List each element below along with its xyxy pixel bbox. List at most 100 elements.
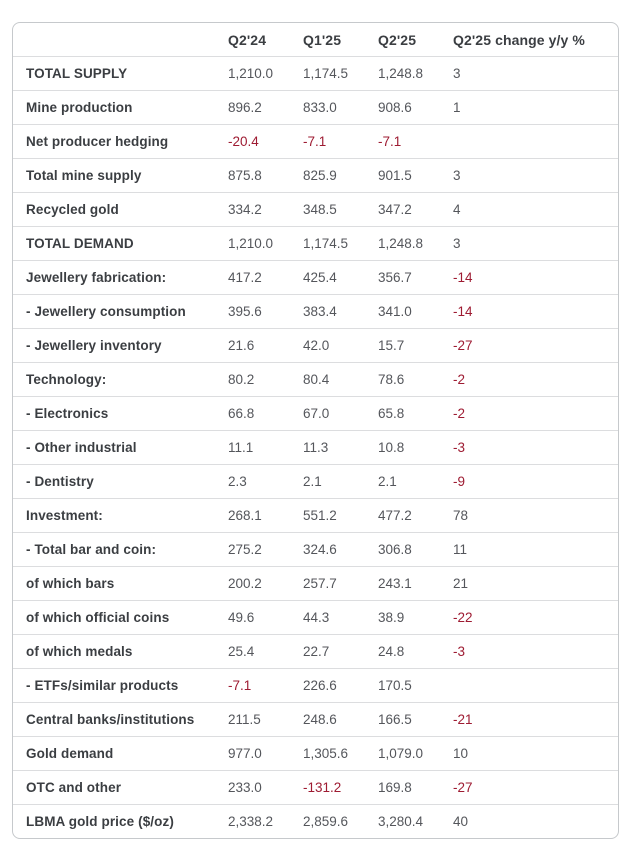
value-q224: 200.2 bbox=[228, 566, 303, 601]
value-q125: 1,174.5 bbox=[303, 226, 378, 261]
table-row: - Dentistry 2.3 2.1 2.1 -9 bbox=[13, 464, 618, 499]
row-label: Net producer hedging bbox=[13, 124, 228, 159]
table-row: Recycled gold 334.2 348.5 347.2 4 bbox=[13, 192, 618, 227]
row-label: of which official coins bbox=[13, 600, 228, 635]
value-q224: 25.4 bbox=[228, 634, 303, 669]
value-q224: 80.2 bbox=[228, 362, 303, 397]
value-q224: 395.6 bbox=[228, 294, 303, 329]
table-header: Q2'24 Q1'25 Q2'25 Q2'25 change y/y % bbox=[13, 23, 618, 57]
row-label: - Other industrial bbox=[13, 430, 228, 465]
value-change: -27 bbox=[453, 770, 618, 805]
row-label: Gold demand bbox=[13, 736, 228, 771]
value-change: 1 bbox=[453, 90, 618, 125]
value-q125: 226.6 bbox=[303, 668, 378, 703]
row-label: OTC and other bbox=[13, 770, 228, 805]
table-row: Investment: 268.1 551.2 477.2 78 bbox=[13, 498, 618, 533]
value-q225: 65.8 bbox=[378, 396, 453, 431]
value-q225: 169.8 bbox=[378, 770, 453, 805]
value-q224: -20.4 bbox=[228, 124, 303, 159]
table-row: - Other industrial 11.1 11.3 10.8 -3 bbox=[13, 430, 618, 465]
value-q125: 833.0 bbox=[303, 90, 378, 125]
value-q225: 477.2 bbox=[378, 498, 453, 533]
value-change: -3 bbox=[453, 430, 618, 465]
row-label: Mine production bbox=[13, 90, 228, 125]
value-q125: 1,305.6 bbox=[303, 736, 378, 771]
value-q224: 66.8 bbox=[228, 396, 303, 431]
header-cell-change: Q2'25 change y/y % bbox=[453, 31, 585, 48]
row-label: - ETFs/similar products bbox=[13, 668, 228, 703]
row-label: TOTAL SUPPLY bbox=[13, 56, 228, 91]
value-q125: 80.4 bbox=[303, 362, 378, 397]
value-change: 3 bbox=[453, 158, 618, 193]
value-change: -14 bbox=[453, 294, 618, 329]
header-row: Q2'24 Q1'25 Q2'25 Q2'25 change y/y % bbox=[13, 23, 618, 57]
value-q224: 417.2 bbox=[228, 260, 303, 295]
value-q224: 268.1 bbox=[228, 498, 303, 533]
value-q224: 896.2 bbox=[228, 90, 303, 125]
value-q225: 78.6 bbox=[378, 362, 453, 397]
row-label: - Jewellery consumption bbox=[13, 294, 228, 329]
value-change: 3 bbox=[453, 226, 618, 261]
value-change: -2 bbox=[453, 362, 618, 397]
value-q224: 334.2 bbox=[228, 192, 303, 227]
value-q225: 170.5 bbox=[378, 668, 453, 703]
value-change: 40 bbox=[453, 804, 618, 838]
value-change: 21 bbox=[453, 566, 618, 601]
table-row: Jewellery fabrication: 417.2 425.4 356.7 -14 bbox=[13, 260, 618, 295]
value-q125: 42.0 bbox=[303, 328, 378, 363]
row-label: - Dentistry bbox=[13, 464, 228, 499]
value-q224: 211.5 bbox=[228, 702, 303, 737]
value-q224: 11.1 bbox=[228, 430, 303, 465]
table-body: TOTAL SUPPLY 1,210.0 1,174.5 1,248.8 3 Mine p… bbox=[13, 56, 618, 838]
value-q125: 383.4 bbox=[303, 294, 378, 329]
value-q125: 22.7 bbox=[303, 634, 378, 669]
value-q125: 348.5 bbox=[303, 192, 378, 227]
table-row: of which medals 25.4 22.7 24.8 -3 bbox=[13, 634, 618, 669]
value-q225: 901.5 bbox=[378, 158, 453, 193]
row-label: Jewellery fabrication: bbox=[13, 260, 228, 295]
value-q224: 1,210.0 bbox=[228, 56, 303, 91]
table-row: Central banks/institutions 211.5 248.6 166.… bbox=[13, 702, 618, 737]
value-q125: -7.1 bbox=[303, 124, 378, 159]
value-q225: 908.6 bbox=[378, 90, 453, 125]
value-q125: 551.2 bbox=[303, 498, 378, 533]
value-change: -9 bbox=[453, 464, 618, 499]
table-row: Total mine supply 875.8 825.9 901.5 3 bbox=[13, 158, 618, 193]
row-label: of which medals bbox=[13, 634, 228, 669]
row-label: Investment: bbox=[13, 498, 228, 533]
value-change: -21 bbox=[453, 702, 618, 737]
value-q225: 1,248.8 bbox=[378, 226, 453, 261]
gold-supply-demand-table: Q2'24 Q1'25 Q2'25 Q2'25 change y/y % TOT… bbox=[13, 23, 618, 838]
value-q224: 2,338.2 bbox=[228, 804, 303, 838]
value-q125: -131.2 bbox=[303, 770, 378, 805]
value-q224: 233.0 bbox=[228, 770, 303, 805]
value-q224: 875.8 bbox=[228, 158, 303, 193]
table-row: OTC and other 233.0 -131.2 169.8 -27 bbox=[13, 770, 618, 805]
value-q224: 977.0 bbox=[228, 736, 303, 771]
value-q125: 1,174.5 bbox=[303, 56, 378, 91]
value-q224: 1,210.0 bbox=[228, 226, 303, 261]
value-change bbox=[453, 124, 618, 159]
value-change: -3 bbox=[453, 634, 618, 669]
table-row: TOTAL DEMAND 1,210.0 1,174.5 1,248.8 3 bbox=[13, 226, 618, 261]
row-label: TOTAL DEMAND bbox=[13, 226, 228, 261]
value-q225: 166.5 bbox=[378, 702, 453, 737]
value-change bbox=[453, 668, 618, 703]
value-q125: 67.0 bbox=[303, 396, 378, 431]
value-q125: 825.9 bbox=[303, 158, 378, 193]
header-cell-q125: Q1'25 bbox=[303, 31, 342, 48]
value-q125: 324.6 bbox=[303, 532, 378, 567]
value-change: 10 bbox=[453, 736, 618, 771]
value-q225: 1,248.8 bbox=[378, 56, 453, 91]
value-q224: 2.3 bbox=[228, 464, 303, 499]
table-row: Net producer hedging -20.4 -7.1 -7.1 bbox=[13, 124, 618, 159]
table-row: TOTAL SUPPLY 1,210.0 1,174.5 1,248.8 3 bbox=[13, 56, 618, 91]
value-q225: 1,079.0 bbox=[378, 736, 453, 771]
value-q225: 356.7 bbox=[378, 260, 453, 295]
value-change: -14 bbox=[453, 260, 618, 295]
value-q225: 15.7 bbox=[378, 328, 453, 363]
value-q225: 243.1 bbox=[378, 566, 453, 601]
value-q225: 38.9 bbox=[378, 600, 453, 635]
row-label: Technology: bbox=[13, 362, 228, 397]
